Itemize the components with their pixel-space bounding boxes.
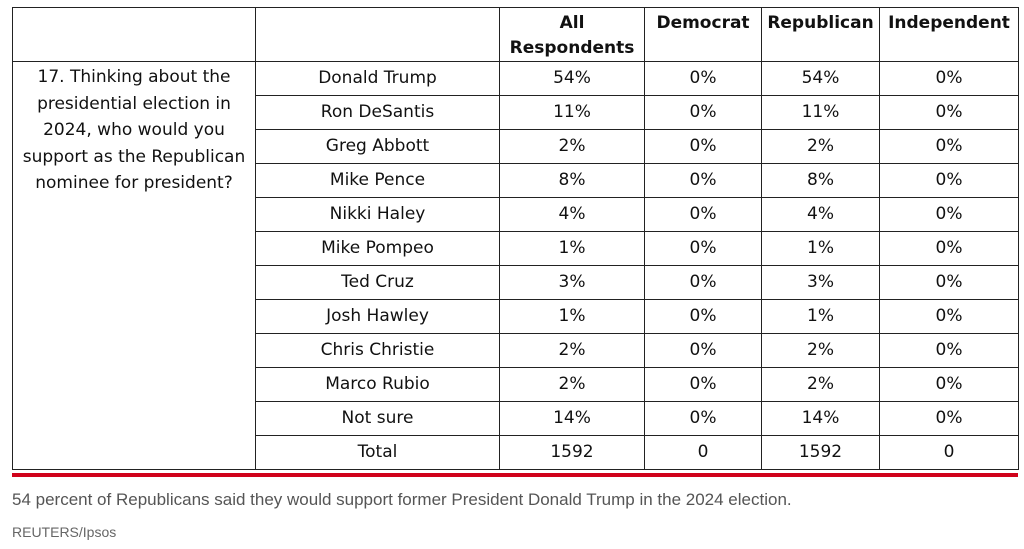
republican-cell: 2% xyxy=(761,333,880,368)
source-credit: REUTERS/Ipsos xyxy=(12,524,117,540)
all-respondents-cell: 1% xyxy=(499,299,645,334)
table-row: Total 1592 0 1592 0 xyxy=(13,435,1019,470)
table-row: Marco Rubio 2% 0% 2% 0% xyxy=(13,367,1019,402)
republican-cell: 1% xyxy=(761,299,880,334)
independent-cell: 0% xyxy=(879,231,1019,266)
democrat-cell: 0% xyxy=(644,299,762,334)
democrat-cell: 0 xyxy=(644,435,762,470)
candidate-cell: Mike Pence xyxy=(255,163,500,198)
democrat-cell: 0% xyxy=(644,333,762,368)
red-divider-rule xyxy=(12,473,1018,477)
candidate-cell: Total xyxy=(255,435,500,470)
all-respondents-cell: 1592 xyxy=(499,435,645,470)
republican-cell: 1% xyxy=(761,231,880,266)
democrat-cell: 0% xyxy=(644,401,762,436)
candidate-cell: Nikki Haley xyxy=(255,197,500,232)
independent-cell: 0% xyxy=(879,61,1019,96)
header-cell-question xyxy=(12,7,256,62)
candidate-cell: Greg Abbott xyxy=(255,129,500,164)
republican-cell: 1592 xyxy=(761,435,880,470)
all-respondents-cell: 8% xyxy=(499,163,645,198)
democrat-cell: 0% xyxy=(644,163,762,198)
table-row: Nikki Haley 4% 0% 4% 0% xyxy=(13,197,1019,232)
democrat-cell: 0% xyxy=(644,197,762,232)
header-row: All Respondents Democrat Republican Inde… xyxy=(12,7,1019,62)
republican-cell: 3% xyxy=(761,265,880,300)
photo-caption: 54 percent of Republicans said they woul… xyxy=(12,490,792,509)
republican-cell: 2% xyxy=(761,367,880,402)
republican-cell: 11% xyxy=(761,95,880,130)
independent-cell: 0% xyxy=(879,95,1019,130)
independent-cell: 0% xyxy=(879,367,1019,402)
all-respondents-cell: 14% xyxy=(499,401,645,436)
independent-cell: 0% xyxy=(879,163,1019,198)
independent-cell: 0% xyxy=(879,333,1019,368)
republican-cell: 4% xyxy=(761,197,880,232)
independent-cell: 0% xyxy=(879,299,1019,334)
table-row: Ted Cruz 3% 0% 3% 0% xyxy=(13,265,1019,300)
all-respondents-cell: 2% xyxy=(499,367,645,402)
header-cell-democrat: Democrat xyxy=(644,7,762,62)
header-cell-candidate xyxy=(255,7,500,62)
all-respondents-cell: 4% xyxy=(499,197,645,232)
candidate-cell: Chris Christie xyxy=(255,333,500,368)
candidate-cell: Donald Trump xyxy=(255,61,500,96)
table-row: Not sure 14% 0% 14% 0% xyxy=(13,401,1019,436)
header-cell-all-respondents: All Respondents xyxy=(499,7,645,62)
democrat-cell: 0% xyxy=(644,95,762,130)
democrat-cell: 0% xyxy=(644,61,762,96)
all-respondents-cell: 2% xyxy=(499,129,645,164)
table-row: Greg Abbott 2% 0% 2% 0% xyxy=(13,129,1019,164)
republican-cell: 54% xyxy=(761,61,880,96)
candidate-cell: Josh Hawley xyxy=(255,299,500,334)
democrat-cell: 0% xyxy=(644,129,762,164)
header-cell-independent: Independent xyxy=(879,7,1019,62)
independent-cell: 0 xyxy=(879,435,1019,470)
candidate-cell: Mike Pompeo xyxy=(255,231,500,266)
independent-cell: 0% xyxy=(879,401,1019,436)
all-respondents-cell: 11% xyxy=(499,95,645,130)
independent-cell: 0% xyxy=(879,265,1019,300)
question-cell: 17. Thinking about the presidential elec… xyxy=(12,61,256,470)
table-row: 17. Thinking about the presidential elec… xyxy=(12,61,1019,470)
independent-cell: 0% xyxy=(879,129,1019,164)
all-respondents-cell: 1% xyxy=(499,231,645,266)
all-respondents-cell: 2% xyxy=(499,333,645,368)
democrat-cell: 0% xyxy=(644,231,762,266)
candidate-cell: Ron DeSantis xyxy=(255,95,500,130)
all-respondents-cell: 3% xyxy=(499,265,645,300)
header-cell-republican: Republican xyxy=(761,7,880,62)
table-row: Mike Pence 8% 0% 8% 0% xyxy=(13,163,1019,198)
independent-cell: 0% xyxy=(879,197,1019,232)
republican-cell: 8% xyxy=(761,163,880,198)
candidate-cell: Marco Rubio xyxy=(255,367,500,402)
poll-results-table: All Respondents Democrat Republican Inde… xyxy=(12,7,1019,470)
all-respondents-cell: 54% xyxy=(499,61,645,96)
democrat-cell: 0% xyxy=(644,367,762,402)
candidate-cell: Ted Cruz xyxy=(255,265,500,300)
candidate-cell: Not sure xyxy=(255,401,500,436)
table-row: Ron DeSantis 11% 0% 11% 0% xyxy=(13,95,1019,130)
democrat-cell: 0% xyxy=(644,265,762,300)
republican-cell: 14% xyxy=(761,401,880,436)
republican-cell: 2% xyxy=(761,129,880,164)
table-row: Mike Pompeo 1% 0% 1% 0% xyxy=(13,231,1019,266)
